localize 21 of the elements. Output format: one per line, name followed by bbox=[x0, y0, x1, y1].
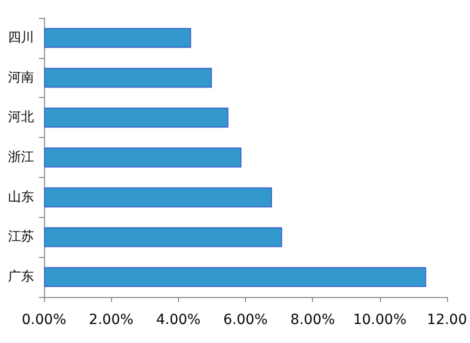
x-tick-label: 0.00% bbox=[22, 312, 66, 328]
y-tick-label: 山东 bbox=[8, 190, 34, 205]
bar bbox=[44, 187, 272, 208]
x-tick-label: 2.00% bbox=[88, 312, 134, 328]
x-tick-label: 6.00% bbox=[223, 312, 268, 328]
y-tick-label: 广东 bbox=[8, 270, 34, 285]
bar bbox=[44, 108, 228, 128]
x-tick-label: 10.00% bbox=[353, 312, 406, 328]
y-tick-label: 浙江 bbox=[8, 150, 34, 165]
bar bbox=[44, 68, 212, 88]
y-tick-label: 河南 bbox=[8, 70, 34, 86]
bar bbox=[44, 28, 192, 48]
x-tick-label: 4.00% bbox=[156, 312, 201, 328]
y-tick-label: 河北 bbox=[8, 110, 34, 126]
x-tick-label: 8.00% bbox=[290, 312, 335, 328]
bar bbox=[44, 148, 242, 168]
y-tick-label: 江苏 bbox=[8, 230, 34, 245]
bar bbox=[44, 267, 426, 288]
x-tick-label: 12.00 bbox=[426, 312, 468, 328]
bar bbox=[44, 227, 282, 248]
y-tick-label: 四川 bbox=[8, 30, 34, 46]
